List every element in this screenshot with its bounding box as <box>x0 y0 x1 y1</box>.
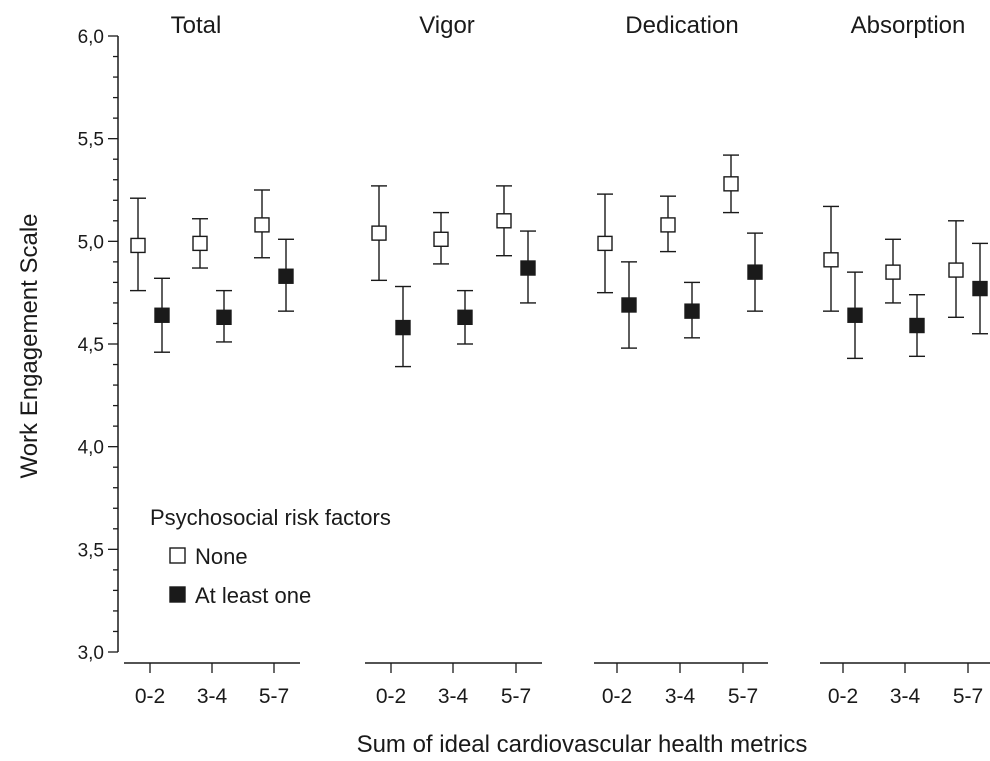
none-errorbar <box>948 220 964 319</box>
x-tick-label: 5-7 <box>501 685 531 708</box>
none-errorbar <box>254 189 270 259</box>
none-point <box>130 237 146 254</box>
atleastone-errorbar <box>747 232 763 312</box>
x-tick-label: 5-7 <box>259 685 289 708</box>
y-axis-label: Work Engagement Scale <box>16 213 43 478</box>
none-errorbar <box>130 197 146 292</box>
y-tick-label: 6,0 <box>78 27 104 48</box>
y-axis: 3,0 3,5 4,0 4,5 5,0 5,5 6,0 <box>78 27 119 664</box>
chart-panels: Total 0-2 3-4 5-7 Vigor 0-2 3-4 5-7 Dedication 0-… <box>124 12 990 708</box>
x-tick-label: 3-4 <box>197 685 228 708</box>
none-point <box>723 176 739 192</box>
atleastone-point <box>216 309 232 326</box>
none-errorbar <box>496 185 512 257</box>
x-tick-label: 0-2 <box>602 685 632 708</box>
x-tick-label: 3-4 <box>438 685 469 708</box>
atleastone-point <box>747 264 763 280</box>
atleastone-point <box>278 268 294 284</box>
atleastone-point <box>395 319 411 336</box>
panel-title: Vigor <box>419 12 475 39</box>
panel-title: Total <box>171 12 222 39</box>
legend-atleastone-label: At least one <box>195 583 311 608</box>
atleastone-errorbar <box>278 238 294 312</box>
legend-none-marker <box>169 547 186 564</box>
none-point <box>660 217 676 233</box>
y-tick-label: 4,5 <box>78 335 104 356</box>
none-point <box>192 235 208 252</box>
none-point <box>371 225 387 241</box>
legend-atleastone-marker <box>169 586 186 603</box>
y-tick-label: 3,5 <box>78 540 104 561</box>
x-axis-label: Sum of ideal cardiovascular health metri… <box>357 731 808 758</box>
x-tick-label: 5-7 <box>953 685 983 708</box>
atleastone-errorbar <box>457 289 473 345</box>
panel-dedication: Dedication 0-2 3-4 5-7 <box>594 12 768 708</box>
y-tick-label: 5,0 <box>78 232 104 253</box>
atleastone-point <box>909 317 925 334</box>
atleastone-errorbar <box>909 294 925 358</box>
none-point <box>948 262 964 278</box>
atleastone-errorbar <box>520 230 536 304</box>
atleastone-point <box>972 280 988 297</box>
legend-none-label: None <box>195 544 248 569</box>
atleastone-point <box>154 307 170 323</box>
none-point <box>496 213 512 229</box>
atleastone-point <box>847 307 863 323</box>
legend-title: Psychosocial risk factors <box>150 505 391 530</box>
atleastone-errorbar <box>684 281 700 339</box>
atleastone-errorbar <box>847 271 863 360</box>
none-errorbar <box>371 185 387 282</box>
x-tick-label: 3-4 <box>665 685 696 708</box>
panel-title: Dedication <box>625 12 738 39</box>
x-tick-label: 0-2 <box>828 685 858 708</box>
none-point <box>823 252 839 268</box>
atleastone-point <box>520 260 536 276</box>
none-errorbar <box>192 218 208 269</box>
atleastone-errorbar <box>621 261 637 349</box>
atleastone-point <box>457 309 473 326</box>
atleastone-errorbar <box>154 277 170 353</box>
panel-absorption: Absorption 0-2 3-4 5-7 <box>820 12 990 708</box>
atleastone-point <box>621 297 637 313</box>
none-point <box>885 264 901 280</box>
y-tick-label: 3,0 <box>78 643 104 664</box>
atleastone-point <box>684 303 700 319</box>
none-errorbar <box>823 205 839 312</box>
atleastone-errorbar <box>972 242 988 335</box>
x-tick-label: 3-4 <box>890 685 921 708</box>
x-tick-label: 5-7 <box>728 685 758 708</box>
atleastone-errorbar <box>395 285 411 368</box>
none-point <box>254 217 270 233</box>
none-errorbar <box>660 195 676 253</box>
x-tick-label: 0-2 <box>135 685 165 708</box>
none-errorbar <box>597 193 613 294</box>
none-errorbar <box>433 211 449 265</box>
legend: Psychosocial risk factors None At least … <box>150 505 391 608</box>
none-errorbar <box>885 238 901 304</box>
panel-total: Total 0-2 3-4 5-7 <box>124 12 300 708</box>
none-point <box>597 235 613 252</box>
panel-vigor: Vigor 0-2 3-4 5-7 <box>365 12 542 708</box>
none-errorbar <box>723 154 739 214</box>
x-tick-label: 0-2 <box>376 685 406 708</box>
atleastone-errorbar <box>216 289 232 343</box>
panel-title: Absorption <box>851 12 966 39</box>
y-tick-label: 5,5 <box>78 130 104 151</box>
none-point <box>433 231 449 247</box>
y-tick-label: 4,0 <box>78 438 104 459</box>
